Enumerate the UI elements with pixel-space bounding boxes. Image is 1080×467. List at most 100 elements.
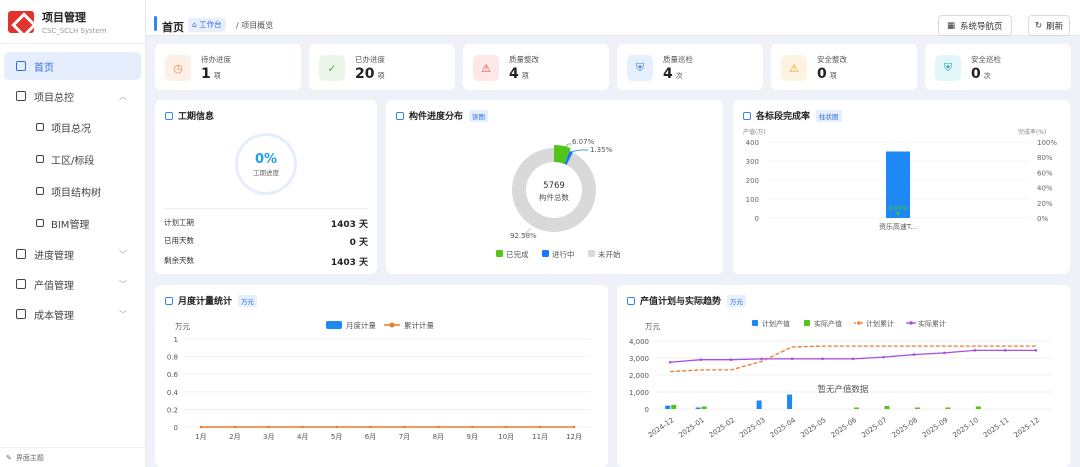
y-axis-unit: 万元 — [645, 322, 660, 331]
actual-bar — [671, 404, 677, 409]
x-tick-label: 4月 — [297, 433, 308, 441]
sidebar-item-3[interactable]: 工区/标段 — [4, 144, 141, 174]
theme-toggle[interactable]: ✎ 界面主题 — [0, 447, 146, 467]
sidebar-item-label: 项目结构树 — [51, 187, 101, 199]
stat-unit: 项 — [521, 72, 529, 80]
actual-cumulative-point — [729, 358, 733, 361]
stat-label: 质量整改 — [509, 55, 539, 64]
breadcrumb-home-label: 工作台 — [199, 20, 222, 29]
y-tick-label: 400 — [746, 139, 759, 147]
unit-tag: 万元 — [238, 294, 258, 307]
sidebar-item-label: BIM管理 — [51, 219, 90, 231]
legend-marker-3 — [909, 321, 913, 325]
menu-icon — [16, 249, 26, 259]
sidebar-item-2[interactable]: 项目总况 — [4, 112, 141, 142]
menu-icon — [36, 123, 44, 131]
bar-chart-icon — [396, 111, 404, 120]
sidebar-item-1[interactable]: 项目总控 ︿ — [4, 82, 141, 110]
y-tick-label: 0.4 — [167, 389, 179, 397]
plan-bar — [695, 407, 701, 409]
sidebar-item-label: 项目总况 — [51, 123, 91, 135]
title-marker — [154, 16, 157, 31]
legend-swatch-0 — [752, 320, 758, 326]
legend-swatch-1 — [804, 320, 810, 326]
actual-bar — [945, 407, 951, 409]
sidebar-item-7[interactable]: 产值管理 ﹀ — [4, 270, 141, 298]
sidebar-item-8[interactable]: 成本管理 ﹀ — [4, 300, 141, 328]
x-tick-label: 2025-08 — [891, 416, 920, 439]
stat-card-2[interactable]: ⚠ 质量整改 4 项 — [463, 44, 609, 90]
actual-bar — [701, 406, 707, 409]
stat-card-3[interactable]: ⛨ 质量巡检 4 次 — [617, 44, 763, 90]
cumulative-point — [301, 425, 304, 429]
cumulative-point — [233, 425, 237, 429]
x-tick-label: 资乐高速T... — [879, 222, 917, 231]
trend-title: 产值计划与实际趋势 万元 — [627, 294, 747, 307]
x-tick-label: 2025-02 — [708, 416, 737, 439]
y-tick-label: 0.6 — [167, 371, 179, 379]
sidebar-item-4[interactable]: 项目结构树 — [4, 176, 141, 206]
chart-type-tag: 柱状图 — [816, 109, 842, 122]
y-tick-label: 0.2 — [167, 406, 178, 414]
sidebar-item-0[interactable]: 首页 — [4, 52, 141, 80]
row-value: 1403 天 — [330, 258, 368, 268]
actual-cumulative-point — [668, 360, 672, 364]
schedule-row-planned: 计划工期 1403 天 — [164, 217, 368, 230]
system-nav-button[interactable]: ▦ 系统导航页 — [938, 15, 1012, 36]
legend-swatch-0 — [496, 250, 503, 257]
stat-label: 质量巡检 — [663, 55, 693, 64]
refresh-button[interactable]: ↻ 刷新 — [1028, 15, 1071, 36]
stat-unit: 次 — [675, 72, 683, 80]
row-value: 0 天 — [349, 238, 368, 248]
menu-icon — [16, 91, 26, 101]
sidebar-item-6[interactable]: 进度管理 ﹀ — [4, 240, 141, 268]
legend-marker-1 — [389, 322, 395, 328]
breadcrumb-home[interactable]: ⌂ 工作台 — [188, 18, 226, 32]
y2-tick-label: 40% — [1037, 185, 1053, 193]
y-tick-label: 0.8 — [167, 354, 178, 362]
donut-label-1: 1.35% — [590, 146, 613, 154]
y-axis-unit: 产值(万) — [743, 128, 766, 136]
actual-cumulative-line — [670, 349, 1036, 363]
x-tick-label: 2025-06 — [830, 416, 859, 440]
y2-tick-label: 80% — [1037, 154, 1053, 162]
stat-glyph: ✓ — [327, 61, 337, 75]
y2-tick-label: 60% — [1037, 169, 1053, 177]
stat-card-4[interactable]: ⚠ 安全整改 0 项 — [771, 44, 917, 90]
system-nav-label: 系统导航页 — [960, 21, 1003, 32]
chevron-icon: ︿ — [119, 92, 127, 101]
stat-label: 安全巡检 — [971, 55, 1001, 64]
actual-bar — [854, 407, 859, 409]
stat-card-0[interactable]: ◷ 待办进度 1 项 — [155, 44, 301, 90]
actual-bar — [914, 407, 920, 409]
schedule-title: 工期信息 — [165, 109, 214, 122]
stat-glyph: ⚠ — [789, 61, 799, 75]
y-tick-label: 0 — [174, 424, 178, 432]
stat-card-5[interactable]: ⛨ 安全巡检 0 次 — [925, 44, 1071, 90]
actual-cumulative-point — [973, 349, 977, 352]
plan-cumulative-line — [670, 345, 1036, 373]
unit-tag: 万元 — [727, 294, 747, 307]
monthly-card: 月度计量统计 万元 万元 月度计量 累计计量 0 0.2 0.4 0.6 0.8 1 1月 2月 3月 4… — [155, 285, 608, 467]
cumulative-point — [267, 425, 270, 429]
stage-title-text: 各标段完成率 — [756, 112, 811, 122]
page-title: 首页 — [162, 21, 184, 34]
cumulative-point — [471, 425, 474, 429]
x-tick-label: 3月 — [263, 433, 274, 441]
sidebar-item-5[interactable]: BIM管理 — [4, 208, 141, 238]
component-title: 构件进度分布 饼图 — [396, 109, 489, 122]
x-tick-label: 2025-09 — [921, 416, 950, 439]
actual-cumulative-point — [790, 357, 794, 361]
stat-card-1[interactable]: ✓ 已办进度 20 项 — [309, 44, 455, 90]
stage-bar — [886, 151, 910, 218]
legend-label-0: 已完成 — [506, 249, 529, 259]
refresh-label: 刷新 — [1046, 21, 1064, 32]
stat-icon: ◷ — [165, 55, 191, 81]
x-tick-label: 2月 — [229, 433, 240, 441]
schedule-title-text: 工期信息 — [178, 112, 215, 122]
chevron-icon: ﹀ — [119, 310, 127, 319]
stat-icon: ✓ — [319, 55, 345, 81]
